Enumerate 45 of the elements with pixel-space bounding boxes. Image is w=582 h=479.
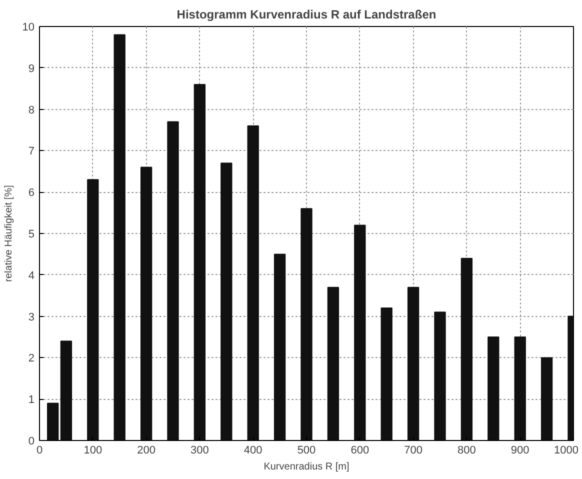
bar bbox=[434, 312, 446, 440]
y-tick-label: 7 bbox=[28, 146, 35, 158]
x-tick-label: 400 bbox=[244, 444, 262, 456]
bar bbox=[380, 308, 392, 440]
bar bbox=[140, 166, 152, 440]
y-axis-title: relative Häufigkeit [%] bbox=[3, 184, 14, 282]
bar bbox=[407, 286, 420, 440]
x-tick-label: 700 bbox=[404, 444, 422, 456]
bar bbox=[300, 208, 312, 440]
y-tick-label: 0 bbox=[28, 436, 35, 448]
x-tick-label: 600 bbox=[350, 444, 370, 456]
bar bbox=[460, 258, 473, 440]
x-tick-label: 0 bbox=[36, 444, 43, 456]
x-tick-label: 1000 bbox=[554, 444, 579, 456]
x-tick-label: 100 bbox=[84, 444, 102, 456]
y-tick-label: 8 bbox=[28, 104, 35, 116]
bar bbox=[247, 125, 259, 440]
x-tick-label: 300 bbox=[190, 444, 209, 456]
bar bbox=[354, 224, 366, 440]
bar bbox=[540, 357, 553, 440]
x-axis-title: Kurvenradius R [m] bbox=[264, 462, 350, 472]
y-tick-label: 5 bbox=[28, 228, 35, 240]
y-tick-label: 2 bbox=[28, 352, 35, 365]
bar bbox=[514, 336, 526, 440]
y-tick-label: 3 bbox=[28, 311, 35, 324]
y-tick-label: 1 bbox=[28, 394, 35, 406]
bar bbox=[87, 179, 99, 440]
bar bbox=[194, 84, 206, 440]
chart-title: Histogramm Kurvenradius R auf Landstraßen bbox=[176, 8, 436, 22]
y-tick-label: 10 bbox=[22, 22, 35, 34]
x-tick-label: 800 bbox=[458, 444, 476, 456]
bar bbox=[114, 34, 126, 440]
bar bbox=[167, 121, 179, 440]
y-tick-label: 9 bbox=[28, 62, 35, 75]
bar bbox=[60, 340, 72, 440]
y-tick-label: 6 bbox=[28, 187, 35, 200]
bar bbox=[274, 254, 286, 440]
bar bbox=[488, 336, 500, 440]
bar bbox=[220, 162, 232, 440]
x-tick-label: 200 bbox=[137, 444, 156, 456]
x-tick-label: 500 bbox=[297, 444, 316, 456]
bar bbox=[47, 402, 59, 440]
x-tick-label: 900 bbox=[510, 444, 530, 456]
bar bbox=[327, 286, 340, 440]
y-tick-label: 4 bbox=[28, 270, 35, 282]
